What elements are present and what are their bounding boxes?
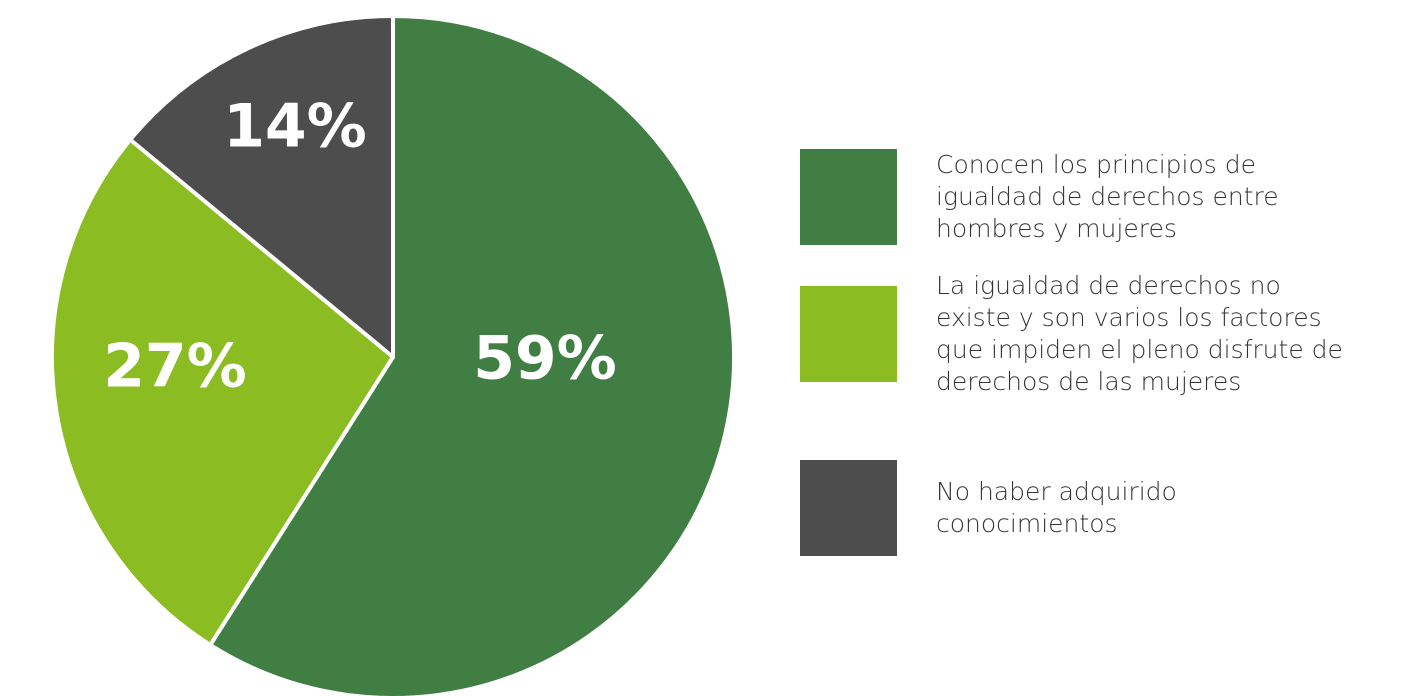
legend-item: La igualdad de derechos no existe y son … bbox=[800, 271, 1356, 396]
pie-slice bbox=[128, 14, 395, 359]
legend-label: No haber adquirido conocimientos bbox=[936, 477, 1177, 538]
legend-label: La igualdad de derechos no existe y son … bbox=[936, 271, 1343, 396]
value-label: 14% bbox=[223, 92, 367, 162]
legend-swatch bbox=[800, 286, 897, 382]
pie-slice bbox=[208, 14, 736, 696]
value-label: 59% bbox=[473, 324, 617, 394]
pie-slice bbox=[50, 137, 395, 647]
legend-swatch bbox=[800, 460, 897, 556]
pie-chart: 59% 27% 14% bbox=[50, 14, 736, 696]
legend-swatch bbox=[800, 149, 897, 245]
value-label: 27% bbox=[103, 332, 247, 402]
legend-item: No haber adquirido conocimientos bbox=[800, 460, 1356, 556]
legend-label: Conocen los principios de igualdad de de… bbox=[936, 150, 1279, 243]
legend-item: Conocen los principios de igualdad de de… bbox=[800, 149, 1356, 245]
